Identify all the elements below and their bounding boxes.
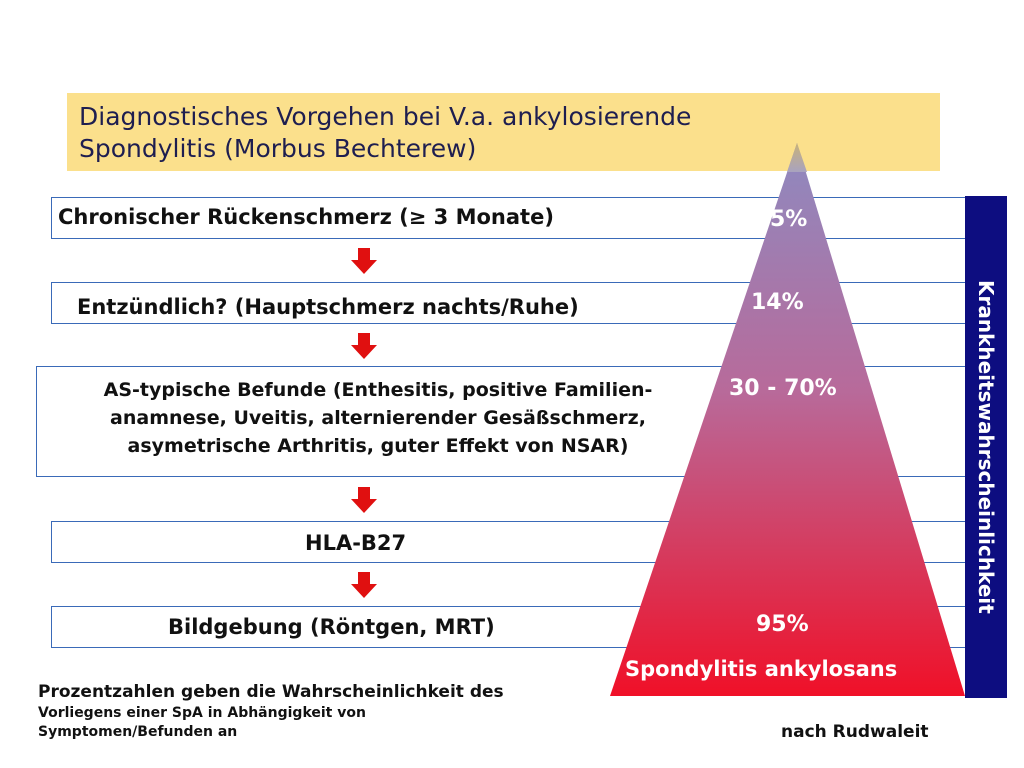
step-label-3-line-1: AS-typische Befunde (Enthesitis, positiv…: [103, 379, 653, 401]
page-title: Diagnostisches Vorgehen bei V.a. ankylos…: [79, 101, 691, 165]
step-label-3-line-2: anamnese, Uveitis, alternierender Gesäßs…: [110, 407, 646, 429]
side-label: Krankheitswahrscheinlichkeit: [974, 280, 998, 614]
probability-label-4: 95%: [756, 612, 809, 637]
title-line-1: Diagnostisches Vorgehen bei V.a. ankylos…: [79, 102, 692, 131]
arrow-down-icon: [351, 248, 377, 274]
footnote-line-2: Vorliegens einer SpA in Abhängigkeit von: [38, 705, 366, 721]
pyramid-tip: [787, 143, 807, 172]
arrow-down-icon: [351, 487, 377, 513]
footnote-line-1: Prozentzahlen geben die Wahrscheinlichke…: [38, 682, 504, 702]
footnote-line-3: Symptomen/Befunden an: [38, 724, 238, 740]
side-bar: [965, 196, 1007, 698]
arrow-down-icon: [351, 572, 377, 598]
title-box: Diagnostisches Vorgehen bei V.a. ankylos…: [67, 93, 940, 171]
title-line-2: Spondylitis (Morbus Bechterew): [79, 134, 477, 163]
pyramid-shape: [610, 143, 965, 696]
probability-label-1: 5%: [770, 207, 808, 232]
source-credit: nach Rudwaleit: [781, 722, 929, 742]
step-label-5: Bildgebung (Röntgen, MRT): [168, 615, 495, 639]
step-label-3-line-3: asymetrische Arthritis, guter Effekt von…: [127, 435, 629, 457]
step-label-1: Chronischer Rückenschmerz (≥ 3 Monate): [58, 205, 554, 229]
step-label-4: HLA-B27: [305, 531, 407, 555]
arrow-down-icon: [351, 333, 377, 359]
probability-label-3: 30 - 70%: [729, 376, 837, 401]
probability-label-2: 14%: [751, 290, 804, 315]
pyramid-base-label: Spondylitis ankylosans: [625, 657, 898, 681]
step-label-2: Entzündlich? (Hauptschmerz nachts/Ruhe): [77, 295, 579, 319]
step-label-3: AS-typische Befunde (Enthesitis, positiv…: [48, 376, 708, 460]
